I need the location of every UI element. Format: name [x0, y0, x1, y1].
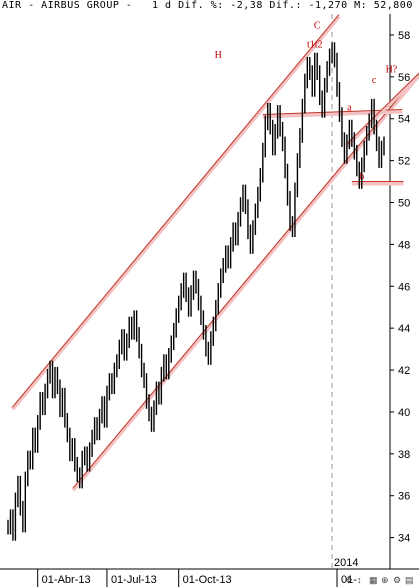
channel-lower-line	[72, 72, 419, 489]
chart-frame	[0, 14, 419, 570]
chart-header: AIR - AIRBUS GROUP - 1 d Dif. %: -2,38 D…	[2, 0, 413, 11]
y-tick-label: 50	[398, 197, 410, 209]
y-tick-label: 54	[398, 114, 410, 126]
y-tick-label: 56	[398, 72, 410, 84]
annotation-label: H	[215, 50, 222, 61]
annotation-label: H?	[386, 65, 398, 76]
x-tick-label: 01-Jul-13	[111, 574, 157, 586]
annotation-label: a	[347, 102, 352, 113]
y-tick-label: 44	[398, 323, 410, 335]
year-label: 2014	[334, 557, 358, 569]
zoom-icon[interactable]: ⊕	[381, 575, 389, 585]
y-tick-label: 48	[398, 239, 410, 251]
header-m: 52,800	[373, 0, 413, 11]
channel-short-line	[346, 74, 418, 145]
y-tick-label: 58	[398, 30, 410, 42]
header-dif: -1,270	[308, 0, 348, 11]
y-axis: 34 36 38 40 42 44 46 48 50 52 54 56 58	[390, 30, 410, 545]
annotation-label: t1t2	[307, 40, 323, 51]
chart-icon[interactable]: ▤	[405, 575, 414, 585]
header-interval: 1 d	[151, 0, 172, 11]
channel-upper-line	[12, 14, 340, 408]
header-dif-pct: -2,38	[230, 0, 263, 11]
price-series	[7, 42, 385, 541]
calendar-icon[interactable]: ▦	[369, 575, 378, 585]
annotation-label: c	[372, 75, 377, 86]
y-tick-label: 52	[398, 156, 410, 168]
header-symbol: AIR	[2, 0, 22, 11]
x-tick-label: 01-Oct-13	[183, 574, 232, 586]
trend-channels	[10, 14, 419, 492]
annotation-label: b	[359, 171, 364, 182]
y-tick-label: 46	[398, 281, 410, 293]
channel-upper-line-shadow	[10, 15, 341, 411]
channel-lower-line-shadow	[71, 72, 419, 492]
settings-icon[interactable]: ⚙	[393, 575, 402, 585]
drag-icon[interactable]: ✥	[345, 575, 353, 585]
x-axis: 01-Abr-13 01-Jul-13 01-Oct-13 01- 2014	[37, 557, 359, 587]
resistance-line-a	[262, 109, 403, 116]
x-tick-label: 01-Abr-13	[42, 574, 91, 586]
x-tick-label: 01-	[341, 574, 357, 586]
annotation-label: C	[314, 21, 321, 32]
y-tick-label: 40	[398, 407, 410, 419]
channel-short-line-shadow	[345, 75, 419, 148]
y-tick-label: 34	[398, 533, 410, 545]
y-tick-label: 38	[398, 449, 410, 461]
y-tick-label: 42	[398, 365, 410, 377]
y-tick-label: 36	[398, 491, 410, 503]
arrow-icon[interactable]: ↕	[357, 575, 362, 585]
header-name: AIRBUS GROUP	[41, 0, 120, 11]
